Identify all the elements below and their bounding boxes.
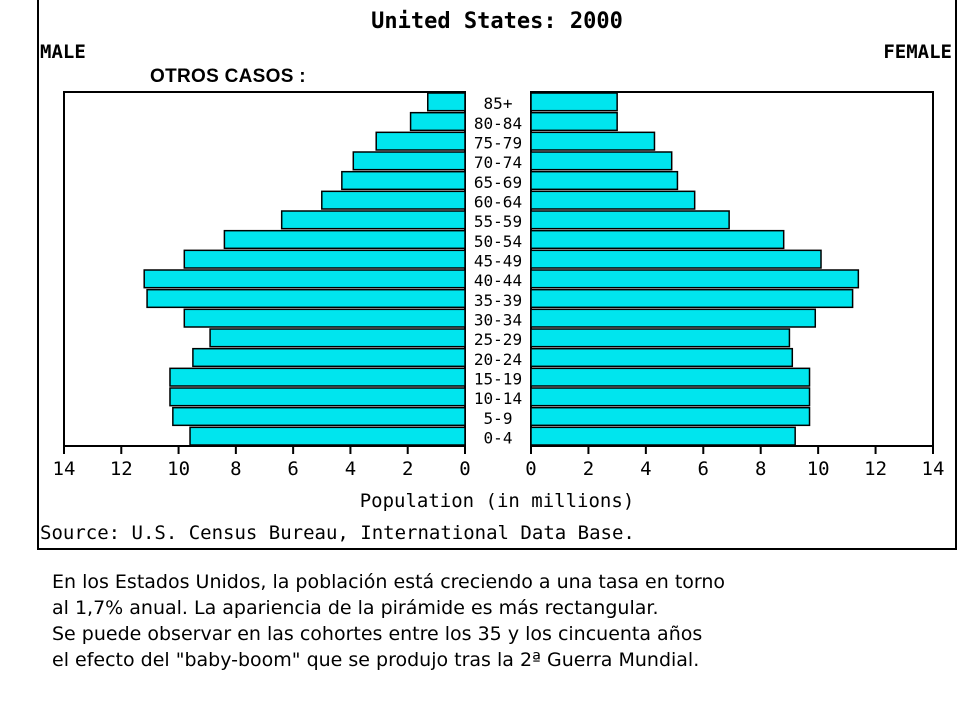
bar-male <box>341 170 466 191</box>
tick-label: 2 <box>583 458 594 480</box>
bar-female <box>530 249 822 269</box>
bar-female <box>530 367 811 387</box>
bar-male <box>321 190 466 210</box>
bar-male <box>146 288 466 309</box>
bar-female <box>530 131 656 151</box>
age-group-label: 10-14 <box>474 389 522 408</box>
bar-male <box>375 131 466 151</box>
caption-line: al 1,7% anual. La apariencia de la pirám… <box>52 597 659 619</box>
age-group-label: 30-34 <box>474 311 522 330</box>
age-group-label: 35-39 <box>474 291 522 310</box>
tick-label: 0 <box>459 458 470 480</box>
caption-line: el efecto del "baby-boom" que se produjo… <box>52 649 700 671</box>
bar-male <box>143 269 466 289</box>
bar-female <box>530 406 811 427</box>
bar-female <box>530 111 618 132</box>
tick-label: 4 <box>345 458 356 480</box>
female-label: FEMALE <box>883 41 952 63</box>
bar-male <box>280 210 466 230</box>
bar-male <box>427 92 466 112</box>
bar-female <box>530 269 860 289</box>
chart-title: United States: 2000 <box>371 9 623 34</box>
tick-label: 2 <box>402 458 413 480</box>
tick-label: 0 <box>525 458 536 480</box>
bar-female <box>530 387 811 407</box>
tick-label: 12 <box>110 458 133 480</box>
tick-label: 6 <box>287 458 298 480</box>
age-group-label: 60-64 <box>474 193 522 212</box>
age-group-label: 45-49 <box>474 252 522 271</box>
bar-female <box>530 190 696 210</box>
age-group-label: 70-74 <box>474 153 522 172</box>
bar-female <box>530 92 618 112</box>
bar-male <box>192 347 466 368</box>
bar-male <box>183 249 466 269</box>
overlay-label: OTROS CASOS : <box>150 66 306 87</box>
tick-label: 12 <box>864 458 887 480</box>
x-axis-label: Population (in millions) <box>360 490 635 512</box>
age-group-label: 75-79 <box>474 134 522 153</box>
tick-label: 14 <box>53 458 76 480</box>
bar-female <box>530 210 730 230</box>
bar-female <box>530 426 796 446</box>
bar-male <box>169 387 466 407</box>
age-group-label: 80-84 <box>474 114 522 133</box>
tick-label: 4 <box>640 458 651 480</box>
population-pyramid-chart: United States: 2000 MALE FEMALE 85+80-8475-… <box>40 9 952 544</box>
bar-male <box>189 426 466 446</box>
male-plot-frame <box>63 91 466 447</box>
age-group-label: 50-54 <box>474 232 522 251</box>
bar-male <box>209 328 466 348</box>
male-label: MALE <box>40 41 86 63</box>
bar-female <box>530 170 679 191</box>
bar-female <box>530 288 854 309</box>
bar-male <box>223 229 466 250</box>
tick-label: 8 <box>755 458 766 480</box>
age-group-label: 25-29 <box>474 330 522 349</box>
age-group-label: 20-24 <box>474 350 522 369</box>
caption-text: En los Estados Unidos, la población está… <box>52 569 942 673</box>
source-note: Source: U.S. Census Bureau, Internationa… <box>40 522 635 544</box>
bar-female <box>530 151 673 171</box>
age-group-label: 55-59 <box>474 212 522 231</box>
age-group-label: 65-69 <box>474 173 522 192</box>
age-group-label: 40-44 <box>474 271 522 290</box>
female-plot-frame <box>530 91 934 447</box>
caption-line: En los Estados Unidos, la población está… <box>52 571 726 593</box>
tick-label: 8 <box>230 458 241 480</box>
age-group-label: 5-9 <box>484 409 513 428</box>
tick-label: 10 <box>167 458 190 480</box>
age-group-label: 15-19 <box>474 370 522 389</box>
bar-female <box>530 308 817 328</box>
bar-female <box>530 328 791 348</box>
bar-female <box>530 229 785 250</box>
bar-male <box>409 111 466 132</box>
tick-label: 14 <box>922 458 945 480</box>
bar-male <box>172 406 466 427</box>
bar-male <box>169 367 466 387</box>
bar-female <box>530 347 794 368</box>
bar-male <box>352 151 466 171</box>
age-group-label: 85+ <box>484 94 513 113</box>
caption-line: Se puede observar en las cohortes entre … <box>52 623 703 645</box>
bar-male <box>183 308 466 328</box>
tick-label: 6 <box>698 458 709 480</box>
age-group-label: 0-4 <box>484 429 513 448</box>
tick-label: 10 <box>807 458 830 480</box>
